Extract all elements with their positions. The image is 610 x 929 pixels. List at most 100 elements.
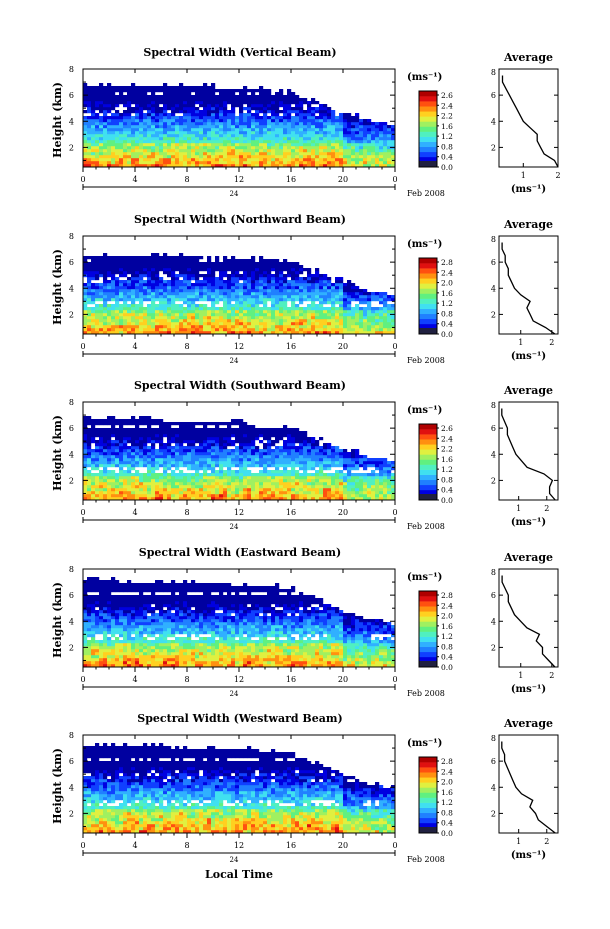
average-x-label: (ms⁻¹): [511, 351, 546, 362]
heatmap-cells: [83, 253, 396, 335]
colorbar-unit: (ms⁻¹): [407, 572, 442, 583]
x-tick-label: 16: [286, 508, 296, 517]
colorbar-swatch: [419, 439, 437, 445]
colorbar-tick-label: 2.8: [441, 258, 453, 267]
average-x-tick-label: 2: [544, 837, 549, 846]
colorbar-tick-label: 2.0: [441, 612, 453, 621]
colorbar-tick-label: 0.4: [441, 819, 453, 828]
average-y-tick-label: 6: [491, 91, 496, 100]
average-frame: [498, 734, 559, 834]
colorbar-swatch: [419, 591, 437, 597]
colorbar-tick-label: 2.2: [441, 112, 453, 121]
colorbar-swatch: [419, 258, 437, 264]
y-tick-label: 4: [69, 117, 74, 126]
average-title: Average: [503, 384, 553, 397]
colorbar-swatch: [419, 636, 437, 642]
average-x-tick-label: 1: [516, 504, 521, 513]
colorbar-swatch: [419, 131, 437, 137]
colorbar-tick-label: 0.0: [441, 496, 453, 505]
x-tick-label: 12: [234, 675, 244, 684]
colorbar-swatch: [419, 489, 437, 496]
colorbar: (ms⁻¹) 2.82.4 2.01.61.20.8 0.40.0: [407, 572, 453, 672]
colorbar-swatch: [419, 601, 437, 607]
average-x-tick-label: 2: [555, 171, 560, 180]
colorbar-swatch: [419, 318, 437, 325]
colorbar-swatch: [419, 757, 437, 763]
average-title: Average: [503, 218, 553, 231]
x-tick-label: 4: [132, 508, 137, 517]
date-day: 24: [230, 190, 239, 198]
colorbar-swatch: [419, 141, 437, 148]
colorbar: (ms⁻¹) 2.82.4 2.01.61.20.8 0.40.0: [407, 738, 453, 838]
x-tick-label: 4: [132, 841, 137, 850]
x-tick-label: 16: [286, 675, 296, 684]
colorbar-swatch: [419, 596, 437, 602]
date-bar: 24 Feb 2008: [82, 517, 445, 531]
x-tick-label: 12: [234, 342, 244, 351]
colorbar-swatch: [419, 313, 437, 320]
average-y-tick-label: 6: [491, 424, 496, 433]
y-tick-label: 4: [69, 284, 74, 293]
panel-title: Spectral Width (Eastward Beam): [139, 546, 341, 559]
y-tick-label: 2: [69, 476, 74, 485]
x-tick-label: 0: [80, 342, 85, 351]
average-x-tick-label: 1: [516, 837, 521, 846]
y-axis: 8 6 4 2: [69, 398, 395, 494]
colorbar-swatch: [419, 616, 437, 622]
date-bar: 24 Feb 2008: [82, 184, 445, 198]
colorbar-swatch: [419, 156, 437, 163]
x-tick-label: 0: [392, 342, 397, 351]
average-line: [501, 741, 556, 834]
date-bar: 24 Feb 2008: [82, 684, 445, 698]
average-y-tick-label: 8: [491, 235, 496, 244]
average-x-tick-label: 2: [549, 671, 554, 680]
colorbar-tick-label: 0.0: [441, 330, 453, 339]
colorbar-frame: [418, 590, 438, 668]
date-day: 24: [230, 357, 239, 365]
average-y-tick-label: 6: [491, 258, 496, 267]
x-tick-label: 0: [80, 675, 85, 684]
colorbar-tick-label: 1.6: [441, 289, 453, 298]
heatmap-cells: [83, 743, 396, 834]
x-tick-label: 16: [286, 342, 296, 351]
colorbar-swatch: [419, 641, 437, 648]
y-tick-label: 4: [69, 450, 74, 459]
y-tick-label: 6: [69, 258, 74, 267]
colorbar-swatch: [419, 449, 437, 455]
average-frame: [498, 568, 559, 668]
colorbar-unit: (ms⁻¹): [407, 72, 442, 83]
colorbar-swatch: [419, 772, 437, 778]
x-axis: 0 4 8 12 16 20 0: [80, 236, 398, 351]
colorbar-swatch: [419, 474, 437, 481]
average-y-tick-label: 8: [491, 734, 496, 743]
x-axis: 0 4 8 12 16 20 0: [80, 569, 398, 684]
colorbar-swatch: [419, 767, 437, 773]
x-axis: 0 4 8 12 16 20 0: [80, 735, 398, 850]
x-tick-label: 0: [80, 841, 85, 850]
panel-title: Spectral Width (Northward Beam): [134, 213, 346, 226]
colorbar-swatch: [419, 278, 437, 284]
y-tick-label: 4: [69, 617, 74, 626]
y-axis-label: Height (km): [51, 415, 64, 491]
colorbar-tick-label: 0.4: [441, 486, 453, 495]
colorbar-tick-label: 2.4: [441, 101, 453, 110]
average-y-tick-label: 2: [491, 476, 496, 485]
colorbar-tick-label: 2.0: [441, 778, 453, 787]
average-x-tick-label: 1: [518, 338, 523, 347]
colorbar-unit: (ms⁻¹): [407, 738, 442, 749]
colorbar-tick-label: 0.8: [441, 475, 453, 484]
x-tick-label: 8: [184, 508, 189, 517]
colorbar-tick-label: 0.8: [441, 309, 453, 318]
colorbar-swatch: [419, 797, 437, 803]
colorbar-tick-label: 2.4: [441, 268, 453, 277]
x-tick-label: 8: [184, 342, 189, 351]
x-tick-label: 20: [338, 342, 348, 351]
average-x-label: (ms⁻¹): [511, 184, 546, 195]
y-axis-label: Height (km): [51, 249, 64, 325]
colorbar-swatch: [419, 762, 437, 768]
colorbar-swatch: [419, 429, 437, 435]
colorbar-tick-label: 2.0: [441, 279, 453, 288]
